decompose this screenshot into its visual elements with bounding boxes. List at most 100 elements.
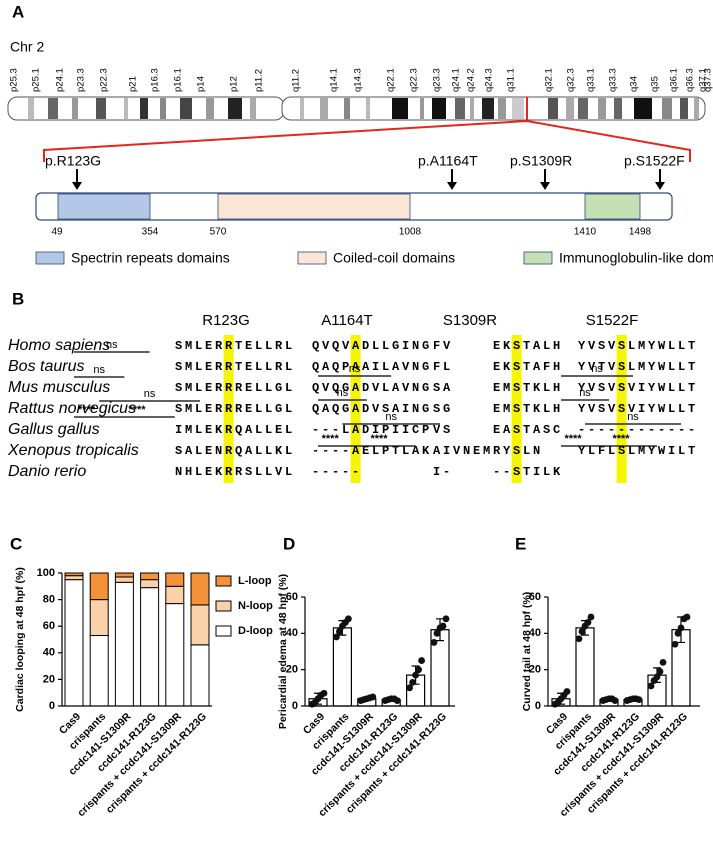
legend-label: Spectrin repeats domains [71, 250, 230, 266]
band-label: q34 [629, 76, 640, 92]
band-label: p12 [229, 76, 240, 92]
band-label: p22.3 [99, 68, 110, 92]
chromosome-band [48, 98, 58, 119]
data-point [563, 688, 571, 695]
column-header: S1309R [443, 312, 497, 329]
chromosome-band [344, 98, 350, 119]
legend-label: N-loop [238, 600, 273, 612]
domain-position: 354 [142, 227, 159, 238]
legend-swatch [297, 251, 327, 265]
chromosome-band [140, 98, 148, 119]
chromosome-band [300, 98, 304, 119]
band-label: p11.2 [254, 69, 265, 92]
column-header: S1522F [586, 312, 639, 329]
sequence: YVTVSLMYWLLT [578, 360, 698, 374]
bar-segment [165, 603, 185, 707]
data-point [674, 629, 682, 637]
data-point [659, 659, 667, 666]
y-tick-label: 100 [37, 567, 55, 579]
bar-segment [114, 576, 134, 583]
bar-segment [114, 581, 134, 707]
significance-label: **** [78, 404, 96, 416]
domain-position: 1498 [629, 227, 652, 238]
significance-label: ns [579, 387, 591, 399]
arrow-head [540, 182, 550, 190]
band-label: q37.3 [703, 68, 713, 92]
data-point [409, 678, 416, 686]
chromosome-band [320, 98, 328, 119]
column-header: A1164T [321, 312, 372, 329]
data-point [369, 693, 377, 701]
data-point [578, 628, 586, 635]
data-point [442, 615, 450, 623]
significance-label: **** [564, 433, 582, 445]
band-label: q33.3 [608, 68, 619, 92]
mutation-label: p.A1164T [418, 153, 478, 169]
chromosome-band [482, 98, 494, 119]
data-point [575, 635, 583, 643]
chromosome-band [228, 98, 242, 119]
chromosome-band [28, 98, 34, 119]
chromosome-band [662, 98, 672, 119]
band-label: q24.2 [466, 68, 477, 92]
sequence: FL EKSTAFH [433, 360, 563, 374]
domain-position: 570 [210, 227, 227, 238]
sequence: ----- [312, 465, 362, 479]
sequence: ---LADIPIICP [312, 423, 432, 437]
band-label: q32.1 [544, 68, 555, 92]
band-label: p23.3 [76, 68, 87, 92]
chromosome-band [432, 98, 446, 119]
chromosome-band [614, 98, 622, 119]
species-name: Bos taurus [8, 358, 84, 375]
band-label: q23.3 [432, 68, 443, 92]
sequence: SMLERRTELLRL [175, 339, 295, 353]
y-axis-label: Curved tail at 48 hpf (%) [521, 592, 533, 712]
bar-segment [190, 644, 210, 707]
species-name: Mus musculus [8, 379, 110, 396]
band-label: q14.1 [329, 68, 340, 92]
band-label: p24.1 [55, 68, 66, 92]
conserved-highlight [350, 335, 361, 483]
data-point [656, 668, 664, 675]
data-point [333, 633, 340, 641]
bar-segment [64, 579, 84, 707]
data-point [587, 613, 595, 621]
data-point [671, 640, 679, 648]
y-tick-label: 40 [529, 627, 541, 639]
bar-segment [140, 587, 160, 707]
chromosome-band [694, 98, 699, 119]
band-label: q22.3 [409, 68, 420, 92]
y-tick-label: 0 [535, 700, 541, 712]
band-label: q32.3 [566, 68, 577, 92]
band-label: p25.1 [31, 68, 42, 92]
sequence: QVQVADLLGING [312, 339, 432, 353]
sequence: SALENRQALLKL [175, 444, 295, 458]
chromosome-band [206, 98, 214, 119]
data-point [439, 622, 447, 630]
immunoglobulin-domain [584, 193, 641, 220]
band-label: p21 [128, 76, 139, 92]
conserved-highlight [511, 335, 522, 483]
sequence: YVSVSVIYWLLT [578, 381, 698, 395]
chromosome-band [578, 98, 588, 119]
y-tick-label: 0 [49, 700, 55, 712]
significance-label: ns [385, 411, 397, 423]
band-label: q24.1 [451, 68, 462, 92]
sequence: NHLEKRRSLLVL [175, 465, 295, 479]
data-point [406, 684, 413, 692]
sequence: SA EMSTKLH [433, 381, 563, 395]
band-label: q31.1 [506, 68, 517, 92]
sequence: QAQPAAILAVNG [312, 360, 432, 374]
data-point [677, 624, 685, 632]
conserved-highlight [223, 335, 234, 483]
band-label: p25.3 [9, 68, 20, 92]
data-point [412, 671, 419, 679]
sequence: SMLERRRELLGL [175, 402, 295, 416]
legend-label: Immunoglobulin-like domains [559, 250, 713, 266]
data-point [635, 696, 643, 704]
chromosome-band [455, 98, 465, 119]
y-tick-label: 60 [529, 591, 541, 603]
mutation-label: p.S1309R [510, 153, 572, 169]
species-name: Rattus norvegicus [8, 400, 136, 417]
